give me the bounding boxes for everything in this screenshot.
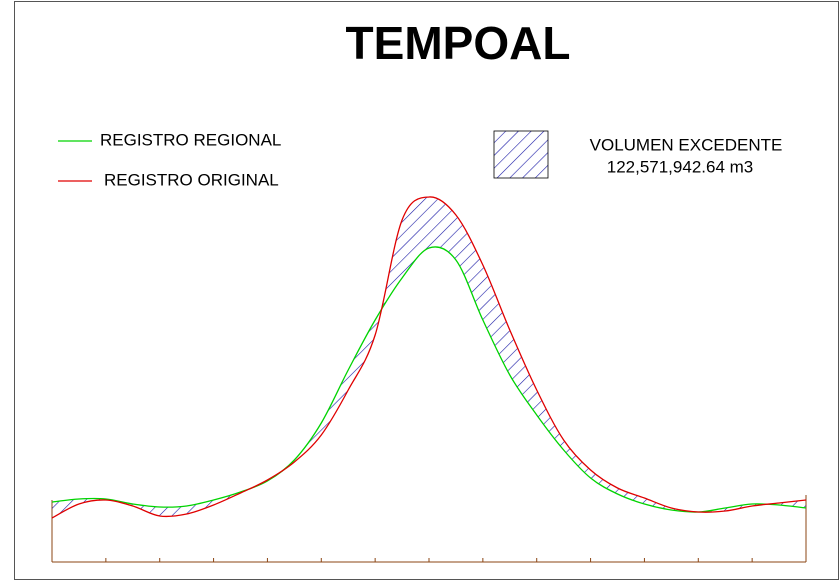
series-line (51, 196, 807, 519)
legend-label: REGISTRO REGIONAL (100, 130, 281, 149)
baseline (51, 495, 807, 563)
series-line (51, 246, 807, 513)
annotation-value: 122,571,942.64 m3 (607, 157, 754, 176)
chart-title: TEMPOAL (346, 17, 571, 69)
legend-hatch (493, 130, 549, 179)
frame (14, 1, 839, 580)
legend-label: REGISTRO ORIGINAL (104, 170, 279, 189)
excess-area (52, 196, 806, 518)
annotation-label: VOLUMEN EXCEDENTE (590, 135, 783, 154)
